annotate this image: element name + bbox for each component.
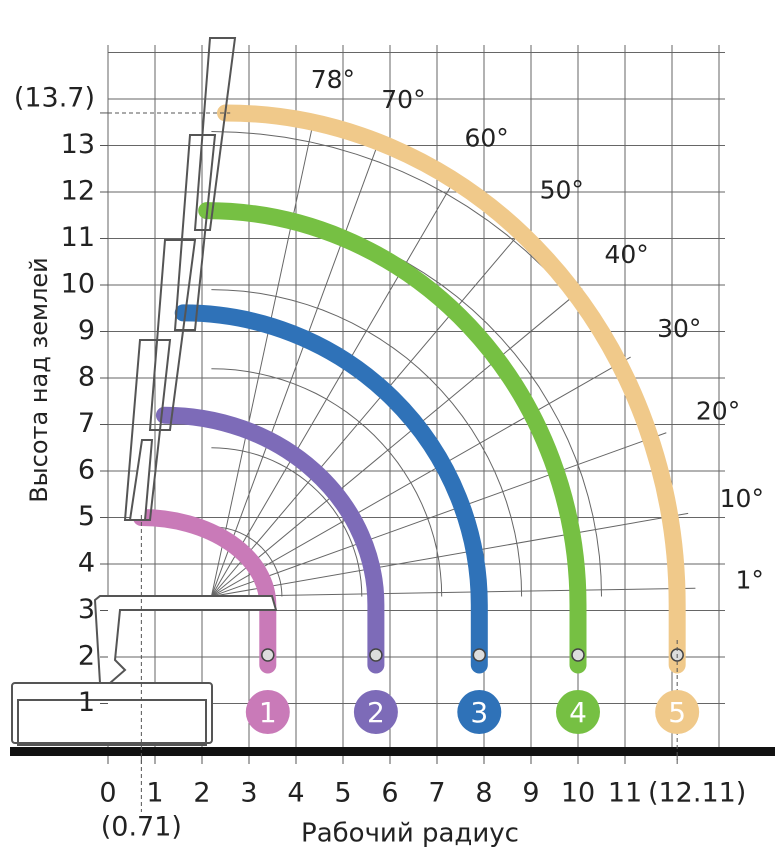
y-tick-label: 13: [61, 129, 95, 160]
hook: [472, 648, 487, 662]
y-tick-label: 9: [78, 315, 95, 346]
legend-marker: [457, 690, 502, 734]
legend-marker: [353, 690, 398, 734]
legend-label: 1: [259, 696, 277, 729]
range-curve: [198, 202, 587, 674]
y-axis-title: Высота над землей: [25, 257, 53, 503]
angle-label: 20°: [696, 396, 740, 425]
x-tick-label: 6: [381, 778, 398, 809]
hook: [261, 648, 275, 662]
angle-line: [210, 181, 454, 597]
angle-line: [211, 229, 523, 597]
legend-label: 5: [668, 696, 686, 729]
angle-line: [210, 127, 313, 597]
x-tick-label: 4: [287, 778, 304, 809]
angle-label: 30°: [657, 314, 701, 343]
angle-label: 78°: [311, 65, 355, 94]
angle-arc: [211, 526, 283, 597]
legend-marker: [556, 690, 600, 734]
x-tick-label: 11: [608, 778, 642, 809]
angle-line: [211, 432, 667, 598]
angle-line: [211, 288, 583, 597]
x-tick-label: (0.71): [101, 812, 182, 843]
y-tick-label: 1: [78, 687, 95, 718]
x-tick-label: 0: [99, 778, 116, 809]
angle-label: 50°: [540, 176, 584, 205]
y-tick-label: 11: [61, 222, 95, 253]
y-tick-label: (13.7): [14, 82, 95, 113]
x-tick-label: 1: [146, 778, 163, 809]
range-curve: [217, 104, 686, 674]
angle-arc: [211, 368, 443, 597]
legend-label: 2: [367, 696, 385, 729]
angle-arc: [211, 447, 363, 597]
angle-label: 40°: [604, 240, 648, 269]
x-tick-label: 9: [522, 778, 539, 809]
angle-line: [210, 146, 378, 597]
angle-label: 10°: [720, 484, 764, 513]
ground: [10, 747, 775, 756]
y-tick-label: 6: [78, 455, 95, 486]
legend-label: 4: [569, 696, 587, 729]
hook: [571, 648, 585, 662]
x-tick-label: (12.11): [648, 778, 746, 809]
y-tick-label: 10: [61, 269, 95, 300]
hook: [369, 648, 383, 662]
y-tick-label: 12: [61, 176, 95, 207]
angle-label: 1°: [736, 565, 764, 594]
x-tick-label: 8: [475, 778, 492, 809]
truck: [11, 37, 278, 746]
range-curves: [132, 104, 686, 674]
y-tick-label: 4: [78, 548, 95, 579]
angle-line: [211, 356, 631, 597]
legend-marker: [245, 690, 290, 734]
legend-label: 3: [470, 696, 488, 729]
range-curve: [155, 406, 385, 674]
angle-line: [211, 512, 689, 598]
angle-label: 70°: [381, 85, 425, 114]
x-tick-label: 5: [334, 778, 351, 809]
range-curve: [174, 304, 488, 674]
x-tick-label: 2: [193, 778, 210, 809]
x-tick-label: 10: [561, 778, 595, 809]
angle-label: 60°: [464, 124, 508, 153]
y-tick-label: 5: [78, 501, 95, 532]
x-axis-title: Рабочий радиус: [301, 819, 519, 849]
y-tick-label: 2: [78, 641, 95, 672]
legend-marker: [655, 690, 700, 734]
x-tick-label: 7: [428, 778, 445, 809]
grid: [107, 45, 725, 747]
y-tick-label: 8: [78, 362, 95, 393]
range-curve: [132, 509, 277, 674]
axes: 0(0.71)1 2 3 4 5 6 7 8 9 10 11 (12.11)1234567891011…: [14, 65, 764, 842]
angle-arc: [211, 289, 523, 597]
y-tick-label: 3: [78, 594, 95, 625]
angle-line: [211, 587, 696, 598]
y-tick-label: 7: [78, 408, 95, 439]
x-tick-label: 3: [240, 778, 257, 809]
angle-guides: [210, 127, 696, 598]
